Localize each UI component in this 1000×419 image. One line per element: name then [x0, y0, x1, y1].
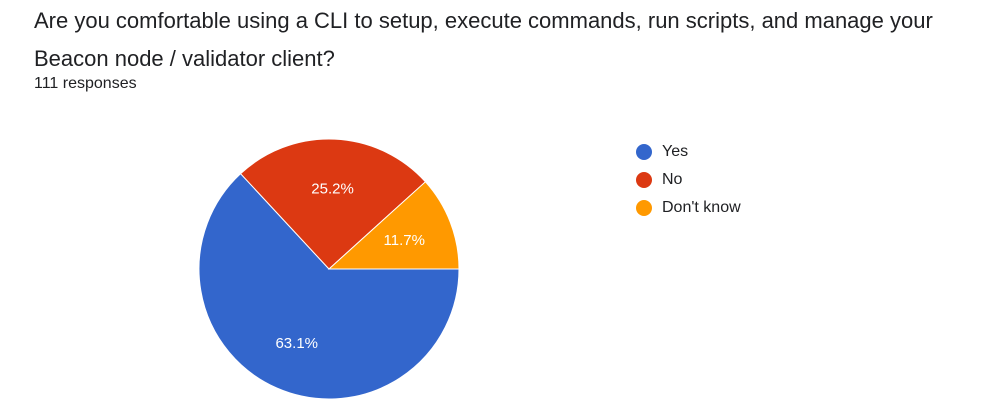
legend-label-yes: Yes	[662, 143, 689, 160]
response-count: 111 responses	[34, 75, 137, 92]
pie-label-dont-know: 11.7%	[384, 232, 425, 249]
pie-label-yes: 63.1%	[275, 335, 318, 352]
question-title: Are you comfortable using a CLI to setup…	[34, 8, 933, 71]
pie-slice-yes[interactable]	[198, 172, 460, 400]
legend-swatch-yes	[636, 144, 652, 160]
legend-label-dont-know: Don't know	[662, 199, 741, 216]
legend-swatch-no	[636, 172, 652, 188]
legend-item-no[interactable]: No	[636, 166, 741, 194]
legend-swatch-dont-know	[636, 200, 652, 216]
legend-item-dont-know[interactable]: Don't know	[636, 194, 741, 222]
pie-label-no: 25.2%	[311, 180, 354, 197]
pie-slice-dont-know[interactable]	[327, 181, 460, 270]
chart-legend: Yes No Don't know	[636, 138, 741, 222]
pie-slice-no[interactable]	[239, 138, 427, 270]
legend-label-no: No	[662, 171, 683, 188]
legend-item-yes[interactable]: Yes	[636, 138, 741, 166]
